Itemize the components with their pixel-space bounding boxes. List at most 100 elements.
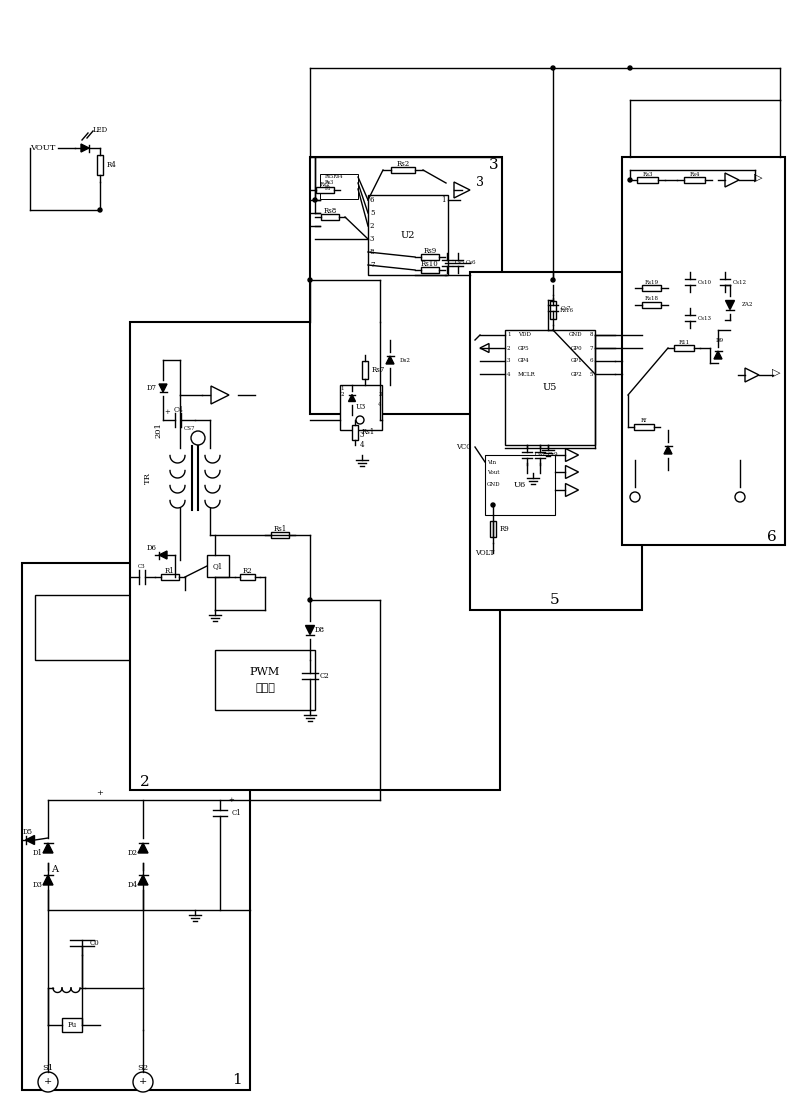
- Text: R9: R9: [500, 525, 510, 533]
- Text: VOUT: VOUT: [30, 144, 55, 152]
- Text: D4: D4: [128, 881, 138, 889]
- Bar: [310, 157, 502, 414]
- Text: R2: R2: [242, 568, 252, 575]
- Text: Vin: Vin: [487, 459, 496, 465]
- Text: 1: 1: [232, 1073, 242, 1087]
- Text: GND: GND: [568, 332, 582, 338]
- Text: 5: 5: [590, 371, 593, 377]
- Bar: [368, 195, 448, 275]
- Text: VOLT: VOLT: [475, 549, 494, 558]
- Text: Rs9: Rs9: [423, 248, 437, 255]
- Text: Rs2: Rs2: [396, 159, 410, 168]
- Bar: [352, 425, 358, 440]
- Text: Fu: Fu: [67, 1021, 77, 1029]
- Text: GP1: GP1: [570, 359, 582, 363]
- Text: U6: U6: [514, 481, 526, 489]
- Text: S2: S2: [138, 1064, 149, 1072]
- Bar: [22, 563, 250, 1090]
- Circle shape: [308, 598, 312, 602]
- Text: R1: R1: [325, 186, 332, 192]
- Bar: [130, 322, 500, 791]
- Text: ZA2: ZA2: [742, 302, 754, 308]
- Text: 控制器: 控制器: [255, 683, 275, 694]
- Text: 6: 6: [767, 530, 777, 544]
- Bar: [207, 555, 229, 576]
- Text: Vout: Vout: [487, 471, 499, 475]
- Text: +: +: [44, 1077, 52, 1086]
- Text: CS7: CS7: [184, 426, 196, 430]
- Text: 7: 7: [590, 346, 593, 350]
- Text: TR: TR: [144, 472, 152, 484]
- Bar: [485, 455, 555, 515]
- Text: Cs6: Cs6: [466, 261, 477, 265]
- Text: 2: 2: [507, 346, 510, 350]
- Bar: [161, 574, 179, 580]
- Text: GP2: GP2: [570, 371, 582, 377]
- Circle shape: [98, 209, 102, 212]
- Text: C0: C0: [90, 939, 100, 947]
- Text: Cs9: Cs9: [548, 453, 558, 457]
- Text: U2: U2: [401, 231, 415, 240]
- Text: 3: 3: [378, 392, 382, 398]
- Text: Cs5: Cs5: [455, 261, 466, 265]
- Polygon shape: [159, 384, 167, 392]
- Bar: [240, 574, 255, 580]
- Polygon shape: [159, 551, 167, 559]
- Text: U5: U5: [543, 382, 557, 391]
- Circle shape: [735, 492, 745, 502]
- Bar: [505, 330, 595, 445]
- Text: Rs19: Rs19: [645, 280, 658, 284]
- Circle shape: [628, 178, 632, 182]
- Text: Rs4: Rs4: [690, 172, 700, 176]
- Text: 5: 5: [370, 209, 374, 217]
- Text: Rs5Rs4: Rs5Rs4: [325, 175, 343, 180]
- Text: +: +: [139, 1077, 147, 1086]
- Bar: [470, 272, 642, 610]
- Text: Rs3: Rs3: [325, 181, 334, 185]
- Text: 1: 1: [442, 196, 446, 204]
- Polygon shape: [43, 843, 53, 853]
- Text: 2: 2: [370, 222, 374, 230]
- Text: MCLR: MCLR: [518, 371, 536, 377]
- Circle shape: [551, 66, 555, 70]
- Text: ▷: ▷: [772, 368, 780, 378]
- Polygon shape: [566, 465, 578, 478]
- Text: GP0: GP0: [570, 346, 582, 350]
- Text: 4: 4: [378, 403, 382, 407]
- Text: 1: 1: [340, 386, 344, 390]
- Text: 201: 201: [154, 423, 162, 438]
- Text: LED: LED: [93, 126, 108, 134]
- Circle shape: [630, 492, 640, 502]
- Text: ▷: ▷: [754, 173, 762, 183]
- Text: A: A: [51, 865, 58, 874]
- Bar: [391, 167, 415, 173]
- Polygon shape: [386, 356, 394, 363]
- Bar: [642, 302, 662, 308]
- Text: Rs1: Rs1: [362, 428, 375, 436]
- Text: C2: C2: [320, 672, 330, 680]
- Circle shape: [38, 1072, 58, 1092]
- Text: Cs12: Cs12: [733, 280, 747, 284]
- Circle shape: [313, 198, 317, 202]
- Polygon shape: [349, 395, 355, 401]
- Text: 7: 7: [370, 261, 374, 269]
- Text: Rs8: Rs8: [323, 207, 337, 215]
- Text: +: +: [228, 796, 234, 804]
- Text: 4: 4: [507, 371, 510, 377]
- Polygon shape: [725, 173, 739, 187]
- Text: Cs10: Cs10: [698, 280, 712, 284]
- Bar: [622, 157, 785, 545]
- Text: 3: 3: [360, 432, 364, 439]
- Polygon shape: [306, 626, 314, 634]
- Polygon shape: [138, 875, 148, 885]
- Text: 2: 2: [340, 392, 344, 398]
- Polygon shape: [26, 835, 34, 844]
- Text: D2: D2: [128, 849, 138, 857]
- Polygon shape: [211, 386, 229, 404]
- Polygon shape: [43, 875, 53, 885]
- Text: Ds2: Ds2: [400, 358, 411, 362]
- Text: Cs7: Cs7: [561, 306, 571, 310]
- Bar: [421, 254, 439, 260]
- Text: R1: R1: [165, 568, 175, 575]
- Text: GP4: GP4: [518, 359, 530, 363]
